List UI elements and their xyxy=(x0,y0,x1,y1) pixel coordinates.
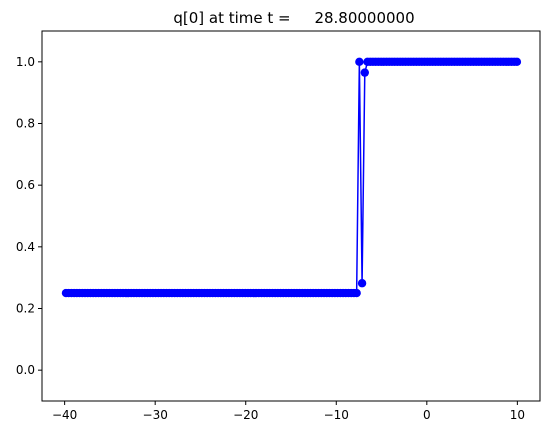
y-tick-label: 0.8 xyxy=(16,117,35,131)
y-tick-label: 0.4 xyxy=(16,240,35,254)
x-tick-label: −20 xyxy=(233,408,258,422)
data-point xyxy=(352,288,361,298)
x-tick-label: 0 xyxy=(423,408,431,422)
chart-title: q[0] at time t = 28.80000000 xyxy=(173,9,414,27)
y-tick-label: 0.0 xyxy=(16,363,35,377)
axes: −40 −30 −20 −10 0 10 0.0 0.2 0.4 0.6 0.8 1.0 xyxy=(16,30,541,422)
data-point xyxy=(512,57,522,67)
y-tick-label: 0.2 xyxy=(16,302,35,316)
x-tick-label: 10 xyxy=(510,408,525,422)
data-point xyxy=(355,57,364,67)
data-point xyxy=(357,279,367,288)
axes-frame xyxy=(41,30,541,402)
plot-area xyxy=(61,57,522,298)
series-line xyxy=(65,61,517,294)
x-tick-label: −30 xyxy=(143,408,168,422)
y-tick-label: 1.0 xyxy=(16,55,35,69)
data-point xyxy=(360,68,369,77)
x-tick-label: −10 xyxy=(324,408,349,422)
y-tick-label: 0.6 xyxy=(16,178,35,192)
x-tick-label: −40 xyxy=(52,408,77,422)
